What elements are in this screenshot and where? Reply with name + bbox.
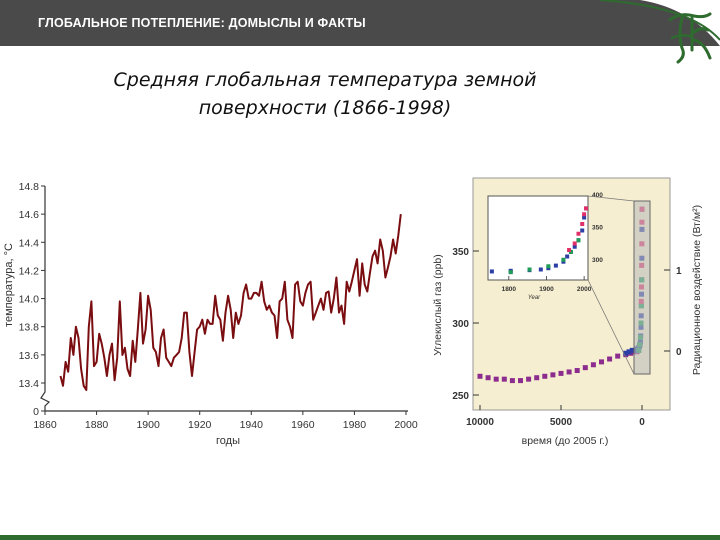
temperature-y-tick-label: 0: [33, 406, 39, 418]
co2-right-tick-label: 0: [676, 347, 682, 358]
co2-data-point: [542, 373, 548, 379]
co2-inset-point: [508, 270, 513, 275]
temperature-x-tick-label: 2000: [394, 419, 418, 431]
temperature-y-tick-label: 14.8: [19, 181, 40, 193]
footer-bar: [0, 535, 720, 540]
co2-zoom-region: [633, 200, 651, 375]
temperature-y-axis: [40, 186, 51, 411]
temperature-chart-ticks: 0 13.4 13.6 13.8 14.0 14.2 14.4 14.6 14.8 1860 188…: [19, 181, 418, 431]
co2-data-point: [509, 378, 515, 384]
co2-data-point: [599, 359, 604, 365]
co2-x-tick-label: 10000: [466, 417, 494, 428]
co2-y-tick-label: 250: [452, 391, 469, 402]
co2-inset-point: [582, 215, 587, 220]
co2-inset-point: [538, 267, 543, 272]
co2-data-point: [477, 373, 483, 379]
temperature-x-axis-label: годы: [216, 435, 240, 447]
temperature-y-tick-label: 13.6: [19, 350, 40, 362]
temperature-y-axis-label: температура, °С: [3, 243, 15, 327]
co2-inset-frame: [487, 195, 589, 281]
temperature-x-tick-label: 1860: [33, 419, 57, 431]
co2-inset-point: [584, 206, 588, 211]
co2-data-point: [566, 369, 572, 375]
co2-inset-point: [576, 238, 581, 243]
temperature-x-tick-label: 1900: [136, 419, 160, 431]
header-bar: [0, 0, 720, 46]
co2-data-point: [607, 356, 613, 362]
co2-inset-point: [572, 241, 577, 246]
co2-inset-point: [567, 248, 572, 252]
co2-data-point: [534, 375, 540, 381]
temperature-y-tick-label: 14.2: [19, 265, 40, 277]
co2-inset-x-label: Year: [528, 295, 541, 301]
co2-data-point: [623, 350, 629, 356]
co2-inset-point: [527, 267, 532, 272]
co2-ticks: 250 300 350 10000 5000 0 0 1: [452, 247, 682, 428]
co2-inset-point: [576, 231, 581, 236]
co2-data-point: [558, 370, 564, 376]
co2-zoom-connector-bottom: [587, 279, 635, 375]
co2-inset-point: [582, 212, 587, 217]
temperature-x-tick-label: 1940: [240, 419, 264, 431]
co2-y-axis-label: Углекислый газ (ppb): [432, 254, 444, 356]
temperature-y-tick-label: 13.8: [19, 322, 40, 334]
temperature-x-tick-label: 1880: [85, 419, 109, 431]
temperature-x-tick-label: 1920: [188, 419, 212, 431]
co2-data-point: [574, 368, 580, 374]
co2-data-point: [615, 353, 621, 359]
co2-zoom-connector-top: [587, 195, 635, 202]
co2-inset-point: [553, 263, 558, 268]
co2-data-point: [493, 376, 499, 382]
co2-data-point: [550, 372, 556, 378]
temperature-y-tick-label: 13.4: [19, 378, 40, 390]
temperature-y-tick-label: 14.0: [19, 294, 40, 306]
monogram-logo-icon: [668, 12, 712, 64]
header-curve-decoration: [0, 0, 720, 58]
temperature-y-tick-label: 14.6: [19, 209, 40, 221]
temperature-chart-axes: [40, 186, 408, 412]
co2-inset-x-tick-label: 1900: [539, 286, 554, 293]
co2-right-axis-label: Радиационное воздействие (Вт/м²): [691, 205, 703, 375]
co2-inset-point: [580, 222, 585, 226]
co2-inset-point: [561, 257, 566, 262]
header-title: ГЛОБАЛЬНОЕ ПОТЕПЛЕНИЕ: ДОМЫСЛЫ И ФАКТЫ: [38, 16, 366, 30]
co2-inset-x-tick-label: 1800: [502, 286, 517, 293]
co2-x-tick-label: 5000: [550, 417, 573, 428]
co2-data-point: [629, 347, 635, 353]
co2-inset-point: [572, 244, 577, 249]
temperature-x-tick-label: 1980: [343, 419, 367, 431]
co2-data-point: [526, 376, 532, 382]
co2-inset-y-tick-label: 350: [592, 224, 603, 231]
co2-inset-x-tick-label: 2000: [577, 286, 592, 293]
co2-data-point: [501, 376, 507, 382]
co2-data-point: [626, 349, 632, 355]
temperature-y-tick-label: 14.4: [19, 237, 40, 249]
co2-inset-points: [489, 206, 588, 275]
co2-y-tick-label: 300: [452, 319, 469, 330]
slide-title: Средняя глобальная температура земной по…: [113, 69, 537, 119]
co2-inset-point: [565, 254, 570, 259]
co2-y-tick-label: 350: [452, 247, 469, 258]
co2-right-tick-label: 1: [676, 266, 682, 277]
co2-data-point: [518, 378, 523, 384]
co2-x-tick-label: 0: [639, 417, 645, 428]
co2-data-point: [590, 362, 596, 368]
co2-data-point: [582, 365, 588, 371]
co2-inset-point: [546, 264, 551, 269]
temperature-x-tick-label: 1960: [291, 419, 315, 431]
co2-data-point: [485, 375, 491, 381]
temperature-series-line: [59, 213, 402, 391]
co2-inset-y-tick-label: 400: [592, 192, 603, 199]
co2-inset-point: [580, 228, 585, 233]
co2-inset-ticks: 1800 1900 2000 300 350 400: [502, 192, 604, 293]
co2-inset-y-tick-label: 300: [592, 257, 603, 264]
co2-x-axis-label: время (до 2005 г.): [522, 435, 609, 447]
co2-inset-point: [489, 269, 494, 274]
